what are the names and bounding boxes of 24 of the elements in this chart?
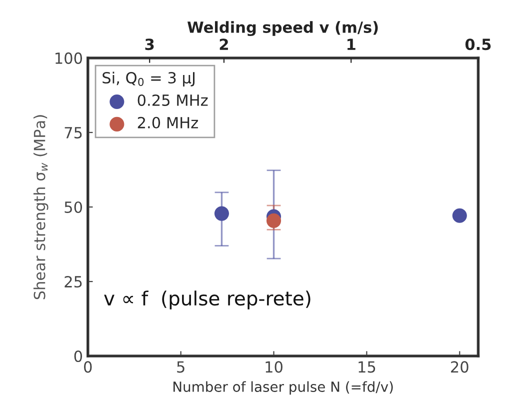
x-axis-title: Number of laser pulse N (=fd/v)	[174, 381, 393, 395]
y-tick-label: 25	[64, 276, 82, 288]
y-tick-label: 50	[64, 201, 82, 214]
x2-tick-label: 2	[220, 38, 228, 50]
y-tick-label: 0	[74, 350, 82, 362]
point	[266, 213, 282, 228]
y-tick-label: 75	[64, 127, 82, 138]
legend-label: 2.0 MHz	[138, 116, 198, 128]
x2-tick-label: 1	[348, 38, 356, 50]
legend-title: Si, Q$_{0}$ = 3 μJ	[102, 72, 195, 86]
x2-tick-label: 3	[145, 38, 154, 50]
point	[214, 206, 230, 221]
x-tick-label: 0	[84, 361, 92, 373]
x-tick-label: 20	[451, 361, 468, 373]
point	[452, 208, 467, 223]
legend-label: 0.25 MHz	[138, 94, 208, 106]
x-tick-label: 5	[177, 361, 184, 373]
x-tick-label: 15	[358, 361, 376, 373]
y-axis-title: Shear strength σ$_{w}$ (MPa)	[33, 115, 48, 300]
annotation: v ∝ f (pulse rep-rete)	[104, 290, 310, 310]
y-tick-label: 100	[56, 52, 82, 64]
x2-tick-label: 0.5	[465, 38, 491, 50]
x-tick-label: 10	[266, 361, 282, 373]
x2-axis-title: Welding speed v (m/s)	[187, 21, 378, 36]
